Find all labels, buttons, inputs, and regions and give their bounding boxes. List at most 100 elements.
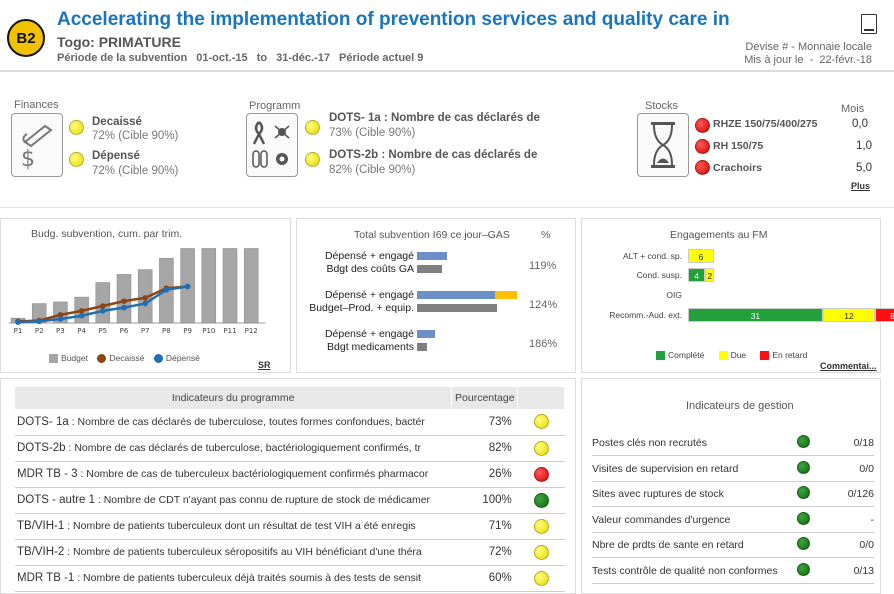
budget-chart-panel: Budg. subvention, cum. par trim. P1 P2 P3 P… [0, 218, 291, 373]
status-dot [797, 511, 810, 525]
list-item[interactable]: Postes clés non recrutés 0/18 [592, 431, 874, 456]
indicator-code: MDR TB -1 [17, 572, 75, 584]
budget-bar [201, 248, 217, 324]
row-label-1: Dépensé + engagé [324, 250, 414, 262]
badge-label: B2 [16, 29, 36, 47]
finance-value-0: 72% (Cible 90%) [92, 130, 179, 142]
committed-bar [495, 291, 517, 299]
pdf-export-icon[interactable] [861, 14, 877, 34]
row-label-1: Dépensé + engagé [324, 328, 414, 340]
programme-label: Programm [249, 100, 301, 112]
depense-point [142, 300, 148, 307]
spent-bar [417, 330, 435, 338]
comment-link[interactable]: Commentai... [820, 361, 877, 371]
table-row[interactable]: DOTS-2b : Nombre de cas déclarés de tube… [15, 435, 565, 462]
legend-decaisse-swatch [97, 354, 107, 364]
indicators-table: Indicateurs du programme Pourcentage DOT… [15, 387, 565, 592]
gestion-value: 0/13 [853, 564, 874, 577]
indicator-code: MDR TB - 3 [17, 468, 78, 480]
late-segment: 8 [875, 308, 894, 322]
money-icon: $ [11, 113, 63, 177]
indicator-cell: DOTS - autre 1 : Nombre de CDT n'ayant p… [15, 487, 452, 514]
status-dot [797, 460, 810, 474]
indicator-text: : Nombre de cas de tuberculeux bactériol… [77, 468, 429, 480]
table-row[interactable]: DOTS - autre 1 : Nombre de CDT n'ayant p… [15, 487, 565, 514]
table-row[interactable]: MDR TB -1 : Nombre de patients tubercule… [15, 565, 565, 592]
indicator-cell: DOTS-2b : Nombre de cas déclarés de tube… [15, 435, 452, 462]
indicator-cell: TB/VIH-1 : Nombre de patients tuberculeu… [15, 513, 452, 540]
indicator-text: : Nombre de patients tuberculeux dont un… [64, 520, 416, 532]
engagement-label: OIG [666, 290, 682, 300]
budget-bar [417, 304, 497, 312]
updated-label: Mis à jour le - 22-févr.-18 [744, 54, 872, 66]
stock-value-2: 5,0 [856, 162, 872, 174]
table-row[interactable]: TB/VIH-2 : Nombre de patients tuberculeu… [15, 539, 565, 566]
finances-label: Finances [14, 99, 59, 111]
x-tick-label: P6 [120, 327, 129, 335]
budget-chart: P1 P2 P3 P4 P5 P6 P7 P8 P9 P10 P11 P12 [9, 248, 266, 335]
gestion-value: 0/18 [853, 437, 874, 449]
finance-title-1: Dépensé [92, 150, 140, 162]
indicator-code: TB/VIH-1 [17, 520, 65, 532]
status-dot-depense [69, 152, 84, 167]
col-header-status [517, 387, 565, 409]
table-row[interactable]: TB/VIH-1 : Nombre de patients tuberculeu… [15, 513, 565, 540]
depense-point [184, 283, 191, 290]
prog-title-1: DOTS-2b : Nombre de cas déclarés de [329, 149, 538, 161]
indicator-cell: DOTS- 1a : Nombre de cas déclarés de tub… [15, 409, 452, 436]
gestion-value: - [870, 513, 875, 526]
currency-label: Devise # - Monnaie locale [745, 41, 872, 53]
depense-point [121, 304, 127, 311]
stocks-more-link[interactable]: Plus [851, 181, 871, 191]
total-chart-title: Total subvention I69 ce jour–GAS [354, 229, 510, 241]
indicator-code: DOTS-2b [17, 442, 66, 454]
budget-bar [417, 265, 442, 273]
x-tick-label: P7 [141, 327, 150, 335]
hourglass-icon [637, 113, 689, 177]
decaisse-point [100, 303, 106, 309]
x-tick-label: P11 [223, 327, 236, 335]
row-label-2: Budget–Prod. + equip. [309, 302, 414, 314]
gestion-value: 0/0 [859, 539, 874, 551]
period-start: 01-oct.-15 [196, 52, 248, 64]
row-percentage: 119% [529, 260, 557, 272]
list-item[interactable]: Valeur commandes d'urgence - [592, 508, 874, 533]
gestion-value: 0/0 [859, 462, 874, 475]
row-percentage: 124% [529, 299, 558, 311]
x-tick-label: P3 [56, 327, 65, 335]
indicator-text: : Nombre de CDT n'ayant pas connu de rup… [94, 494, 431, 506]
indicator-code: TB/VIH-2 [17, 546, 65, 558]
decaisse-point [142, 295, 148, 301]
finance-value-1: 72% (Cible 90%) [92, 165, 179, 177]
list-item[interactable]: Nbre de prdts de sante en retard 0/0 [592, 533, 874, 558]
row-percentage: 186% [529, 338, 558, 350]
total-chart-pct-header: % [541, 229, 551, 241]
spent-bar [417, 252, 447, 260]
col-header-indicator: Indicateurs du programme [15, 387, 453, 409]
list-item[interactable]: Sites avec ruptures de stock 0/126 [592, 482, 874, 507]
legend-late-swatch [760, 351, 770, 361]
budget-bar [222, 248, 238, 324]
legend-complete-swatch [656, 351, 665, 361]
status-dot [533, 518, 549, 534]
stock-name-0: RHZE 150/75/400/275 [713, 118, 818, 130]
period-end: 31-déc.-17 [276, 52, 330, 64]
indicator-text: : Nombre de patients tuberculeux séropos… [64, 546, 422, 558]
x-tick-label: P4 [77, 327, 86, 335]
x-tick-label: P8 [162, 327, 171, 335]
list-item[interactable]: Tests contrôle de qualité non conformes 0… [592, 559, 874, 584]
table-row[interactable]: MDR TB - 3 : Nombre de cas de tuberculeu… [15, 461, 565, 488]
x-tick-label: P9 [183, 327, 192, 335]
depense-point [15, 319, 21, 325]
indicators-panel: Indicateurs du programme Pourcentage DOT… [0, 378, 576, 594]
engagement-label: ALT + cond. sp. [623, 251, 682, 261]
sr-link[interactable]: SR [258, 360, 271, 370]
status-dot [533, 570, 549, 586]
list-item[interactable]: Visites de supervision en retard 0/0 [592, 457, 874, 482]
status-dot [797, 562, 810, 576]
gestion-label: Tests contrôle de qualité non conformes [592, 564, 778, 577]
status-dot [797, 486, 810, 499]
finance-title-0: Decaissé [92, 116, 142, 128]
indicator-cell: MDR TB -1 : Nombre de patients tubercule… [15, 565, 452, 592]
table-row[interactable]: DOTS- 1a : Nombre de cas déclarés de tub… [15, 409, 565, 436]
